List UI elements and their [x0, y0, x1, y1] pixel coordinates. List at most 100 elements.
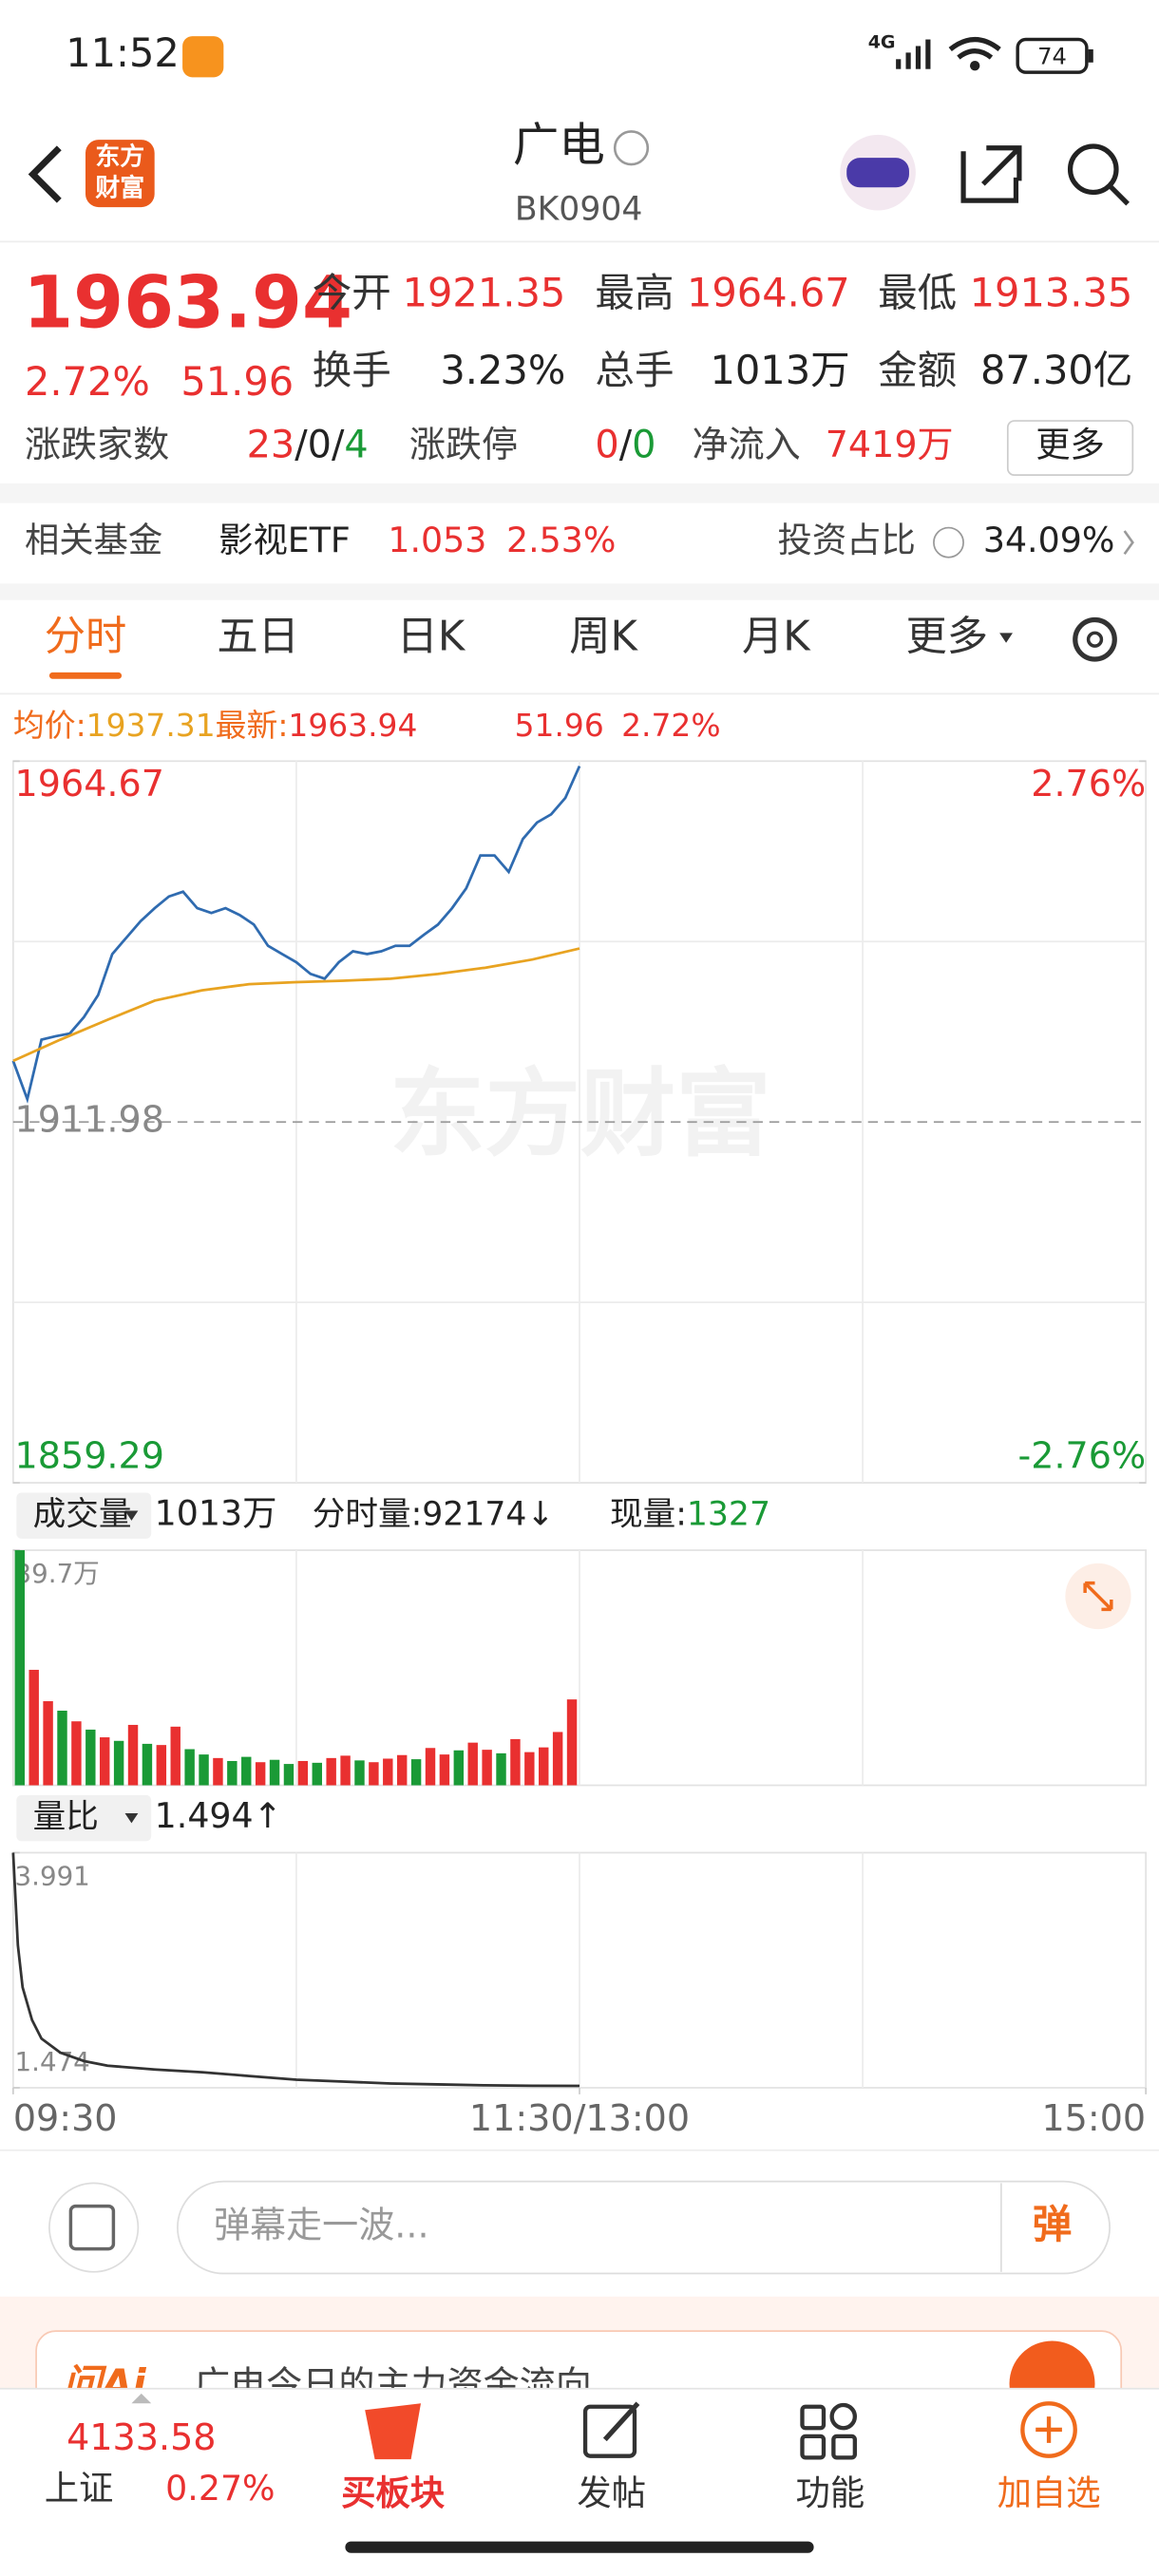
text-part: 92174	[422, 1496, 526, 1534]
more-button[interactable]	[1006, 420, 1134, 477]
volume-bar	[213, 1757, 223, 1786]
volume-bar	[369, 1762, 379, 1786]
search-icon[interactable]	[1067, 143, 1119, 196]
text-part: 分时量:	[313, 1496, 422, 1534]
comment-input[interactable]	[177, 2180, 1111, 2275]
text-part: 2.72%	[621, 706, 720, 743]
stat-value: 1913.35	[970, 270, 1133, 316]
nav-item[interactable]: 加自选	[998, 2472, 1101, 2513]
text-part: 1327	[687, 1496, 770, 1534]
ratio-value: 34.09%	[983, 520, 1115, 560]
text-part: 1937.31	[86, 706, 216, 743]
nav-item[interactable]: 发帖	[577, 2472, 646, 2513]
legend-change: 51.96	[515, 706, 604, 743]
volume-bar	[142, 1743, 153, 1786]
info-icon[interactable]	[613, 130, 650, 166]
text-part: /	[294, 423, 308, 466]
bottom-nav	[0, 2387, 1159, 2576]
text-part: 0	[595, 423, 618, 466]
comment-placeholder: 弹幕走一波...	[214, 2205, 429, 2246]
volume-bar	[127, 1724, 139, 1786]
ratio-label: 投资占比	[778, 520, 916, 560]
price: 1963.94	[23, 260, 352, 345]
volume-bar	[326, 1757, 336, 1786]
logo	[85, 140, 155, 208]
volume-bar	[86, 1729, 96, 1786]
limit-label: 涨跌停	[409, 424, 518, 465]
x-tick-label: 09:30	[13, 2097, 118, 2139]
text-part: 0	[632, 423, 656, 466]
text-part: ↓	[526, 1496, 554, 1534]
y-tick-label: 1911.98	[15, 1099, 164, 1141]
text-part: 1.494	[155, 1795, 254, 1836]
text-part: /	[619, 423, 633, 466]
tab: 分时	[45, 614, 127, 661]
volume-bar	[297, 1760, 309, 1786]
more-button-text: 更多	[1036, 425, 1105, 465]
settings-icon[interactable]	[1073, 616, 1117, 662]
change: 51.96	[180, 358, 294, 405]
comment-settings[interactable]	[48, 2182, 140, 2273]
minute-volume: 分时量:92174↓	[313, 1496, 555, 1534]
volume-bar	[170, 1726, 180, 1786]
volume-bar	[28, 1669, 39, 1786]
logo-text: 东方	[95, 142, 144, 172]
volume-bar	[57, 1710, 67, 1786]
y-tick-label: 1964.67	[15, 763, 164, 805]
index-name: 上证	[45, 2468, 114, 2509]
ratio-selector[interactable]	[16, 1794, 152, 1842]
back-button[interactable]	[28, 145, 62, 203]
text-part: 现量:	[610, 1496, 687, 1534]
volume-bar	[14, 1550, 26, 1786]
breadth-label: 涨跌家数	[25, 424, 169, 465]
y2-tick-label: 2.76%	[1031, 763, 1146, 805]
nav-item[interactable]: 买板块	[341, 2472, 446, 2513]
volume-selector[interactable]	[16, 1492, 152, 1539]
x-tick-label: 11:30/13:00	[469, 2097, 690, 2139]
stat-label: 最高	[595, 270, 674, 316]
volume-bar	[43, 1701, 53, 1786]
fund-change: 2.53%	[506, 520, 616, 560]
comment-button: 弹	[1033, 2201, 1073, 2247]
nav-item[interactable]: 功能	[796, 2472, 865, 2513]
code: BK0904	[515, 191, 643, 229]
fund-name: 影视ETF	[218, 520, 351, 560]
ratio-title: 量比	[33, 1798, 99, 1836]
volume-bar	[227, 1760, 238, 1786]
fund-price: 1.053	[388, 520, 486, 560]
volume-bar	[283, 1764, 294, 1786]
volume-bar	[383, 1758, 393, 1786]
volume-bar	[439, 1754, 450, 1786]
inflow-label: 净流入	[693, 424, 801, 465]
series-line	[12, 947, 580, 1063]
ratio-current: 1.494↑	[155, 1795, 282, 1836]
tab: 日K	[397, 614, 466, 661]
volume-bar	[99, 1737, 110, 1786]
breadth: 23/0/4	[247, 423, 369, 466]
stat-value: 87.30亿	[980, 347, 1132, 393]
volume-bar	[156, 1745, 167, 1786]
volume-bar	[241, 1756, 252, 1786]
y2-tick-label: -2.76%	[1018, 1435, 1147, 1477]
volume-title: 成交量	[33, 1496, 132, 1534]
y-tick-label: 3.991	[15, 1860, 90, 1891]
legend: 均价:1937.31最新:1963.94	[13, 706, 418, 743]
text-part: 4	[344, 423, 368, 466]
limit: 0/0	[595, 423, 656, 466]
volume-bar	[71, 1721, 82, 1786]
share-icon[interactable]	[960, 145, 1022, 203]
change-pct: 2.72%	[25, 358, 150, 405]
tab: 五日	[217, 614, 299, 661]
network: 4G	[868, 31, 896, 52]
tab: 更多	[906, 614, 989, 661]
text-part: 23	[247, 423, 295, 466]
series-line	[11, 766, 581, 1105]
volume-bar	[539, 1747, 549, 1786]
y-tick-label: 1.474	[15, 2046, 90, 2077]
page-title: 广电	[513, 119, 605, 172]
volume-bar	[467, 1742, 478, 1786]
index-price: 4133.58	[66, 2416, 216, 2458]
watermark: 东方财富	[390, 1059, 770, 1170]
